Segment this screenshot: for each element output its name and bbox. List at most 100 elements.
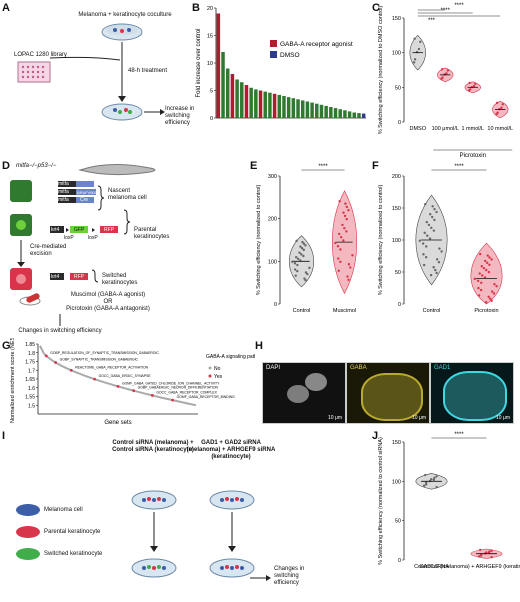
loxp-label-2: loxP — [88, 235, 98, 241]
panel-label-f: F — [372, 160, 379, 172]
y-tick-label-b: 10 — [207, 61, 213, 67]
arrow-head — [150, 546, 158, 552]
data-point — [346, 275, 349, 278]
cell — [162, 498, 166, 502]
data-point — [479, 548, 482, 552]
gene-set-point — [171, 398, 175, 402]
construct-mitfa-3: mitfa — [58, 197, 69, 203]
cell — [230, 498, 234, 502]
data-point — [343, 214, 347, 218]
data-point — [468, 81, 471, 85]
bar-b — [357, 113, 361, 118]
data-point — [294, 274, 297, 277]
legend-swatch-agonist — [270, 40, 277, 47]
cell — [220, 498, 224, 502]
data-point — [424, 473, 427, 477]
data-point — [342, 239, 345, 242]
sig-label: **** — [318, 164, 328, 170]
cell — [225, 565, 229, 569]
bar-b — [333, 108, 338, 118]
x-axis-label-g: Gene sets — [104, 420, 131, 426]
data-point — [295, 239, 298, 243]
gene-set-label: GOBP_GABAERGIC_NEURON_DIFFERENTIATION — [138, 386, 219, 390]
data-point — [440, 68, 444, 71]
x-tick-label: 1 mmol/L — [461, 126, 484, 132]
x-tick-label: 100 μmol/L — [432, 126, 459, 132]
panel-label-c: C — [372, 2, 380, 14]
sig-label: **** — [454, 164, 464, 170]
bar-b — [263, 91, 267, 118]
data-point — [434, 268, 437, 272]
bar-b — [240, 82, 244, 118]
data-point — [476, 279, 480, 283]
treatment-label: 48-h treatment — [128, 68, 168, 74]
gad1-label: GAD1 — [434, 365, 451, 371]
rfp-label-2: RFP — [74, 274, 84, 280]
gene-set-point — [69, 368, 73, 372]
data-point — [336, 245, 340, 248]
bar-b — [361, 113, 366, 118]
gene-set-label: GOMF_GABA_GATED_CHLORIDE_ION_CHANNEL_ACT… — [122, 381, 220, 385]
data-point — [477, 555, 481, 558]
column-knockdown-label: GAD1 + GAD2 siRNA (melanoma) + ARHGEF9 s… — [186, 440, 276, 460]
gene-set-label: GOCC_GABA_RECEPTOR_COMPLEX — [156, 390, 217, 394]
bar-b — [319, 104, 324, 118]
gene-set-label: GOBP_SYNAPTIC_TRANSMISSION_GABAERGIC — [60, 358, 139, 362]
data-point — [487, 270, 491, 274]
data-point — [477, 294, 481, 297]
data-point — [339, 236, 343, 239]
panel-label-a: A — [2, 2, 10, 14]
x-tick-label: Muscimol — [333, 308, 356, 314]
panel-d-graphic — [10, 163, 156, 326]
data-point — [304, 244, 307, 247]
panel-label-g: G — [2, 340, 11, 352]
y-tick-label: 100 — [392, 479, 401, 485]
data-point — [303, 277, 306, 280]
data-point — [412, 61, 416, 64]
data-point — [345, 205, 349, 209]
data-point — [479, 288, 483, 292]
data-point — [488, 263, 491, 266]
gene-set-point — [54, 361, 57, 364]
construct-mitfa-1: mitfa — [58, 181, 69, 187]
data-point — [349, 266, 352, 269]
data-point — [301, 240, 304, 244]
violin — [470, 242, 503, 305]
data-point — [347, 278, 350, 282]
y-tick-label-g: 1.85 — [25, 342, 35, 348]
sig-label: **** — [454, 3, 464, 9]
data-point — [489, 297, 492, 301]
data-point — [432, 229, 436, 232]
data-point — [495, 284, 498, 288]
y-axis-label: % Switching efficiency (normalized to co… — [256, 185, 262, 296]
switched-label: Switched keratinocytes — [102, 273, 138, 286]
sig-label: **** — [454, 432, 464, 438]
drug-picrotoxin: Picrotoxin (GABA-A antagonist) — [66, 306, 150, 312]
x-tick-label: DMSO — [410, 126, 427, 132]
drug-muscimol: Muscimol (GABA-A agonist) — [70, 292, 146, 298]
y-tick-label: 0 — [398, 558, 401, 564]
data-point — [467, 89, 471, 92]
gene-set-point — [44, 354, 48, 358]
data-point — [344, 202, 347, 205]
y-tick-label-g: 1.7 — [28, 368, 35, 374]
data-point — [478, 272, 481, 275]
chart-j: 0 50 100 150 % Switching efficiency (normali… — [378, 432, 520, 570]
panel-label-b: B — [192, 2, 200, 14]
data-point — [419, 40, 422, 44]
cell — [230, 566, 234, 570]
data-point — [296, 257, 300, 261]
data-point — [485, 268, 488, 272]
gene-set-point — [116, 384, 120, 388]
scale-bar-gad1: 10 μm — [496, 415, 510, 421]
data-point — [492, 292, 496, 295]
data-point — [446, 69, 449, 72]
data-point — [479, 252, 482, 256]
data-point — [338, 232, 341, 236]
y-tick-label: 0 — [398, 120, 401, 126]
chart-e: 0 100 200 300 % Switching efficiency (normal… — [256, 164, 357, 314]
bar-b — [272, 93, 277, 118]
changes-label-d: Changes in switching efficiency — [18, 328, 102, 334]
y-tick-label-g: 1.75 — [25, 360, 35, 366]
data-point — [302, 254, 305, 258]
